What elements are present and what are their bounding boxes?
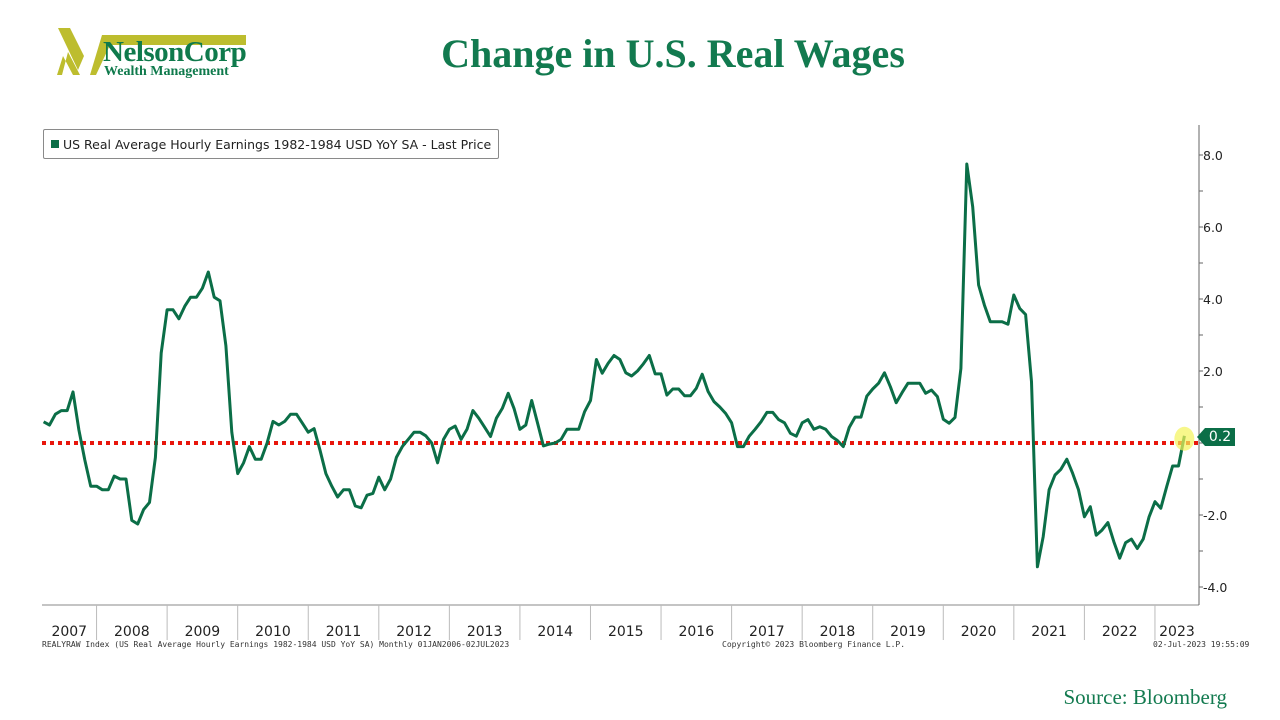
logo-subtitle: Wealth Management xyxy=(104,64,229,79)
footer-copyright: Copyright© 2023 Bloomberg Finance L.P. xyxy=(722,640,906,649)
y-tick-label: -4.0 xyxy=(1203,580,1227,595)
source-note: Source: Bloomberg xyxy=(1063,685,1227,709)
x-tick-label: 2020 xyxy=(961,624,997,640)
legend-swatch xyxy=(51,140,59,148)
x-tick-label: 2009 xyxy=(185,624,221,640)
x-tick-label: 2019 xyxy=(890,624,926,640)
series-line xyxy=(42,162,1186,569)
x-tick-label: 2021 xyxy=(1031,624,1067,640)
logo-n-diagonal xyxy=(58,28,84,70)
x-tick-label: 2013 xyxy=(467,624,503,640)
x-tick-label: 2014 xyxy=(537,624,573,640)
footer-timestamp: 02-Jul-2023 19:55:09 xyxy=(1153,640,1250,649)
x-tick-label: 2016 xyxy=(678,624,714,640)
x-tick-label: 2017 xyxy=(749,624,785,640)
nelsoncorp-logo-mark xyxy=(42,28,246,75)
y-tick-label: 6.0 xyxy=(1203,220,1223,235)
y-tick-label: 8.0 xyxy=(1203,148,1223,163)
logo-n-shape xyxy=(42,35,246,75)
logo-name: NelsonCorp xyxy=(103,36,247,68)
y-tick-label: 4.0 xyxy=(1203,292,1223,307)
y-tick-label: -2.0 xyxy=(1203,508,1227,523)
page-title: Change in U.S. Real Wages xyxy=(441,31,905,76)
last-value-label: 0.2 xyxy=(1197,428,1235,446)
x-tick-label: 2010 xyxy=(255,624,291,640)
footer-index-note: REALYRAW Index (US Real Average Hourly E… xyxy=(42,640,510,649)
x-tick-label: 2007 xyxy=(51,624,87,640)
x-tick-label: 2015 xyxy=(608,624,644,640)
x-tick-label: 2018 xyxy=(820,624,856,640)
x-tick-label: 2008 xyxy=(114,624,150,640)
x-tick-label: 2011 xyxy=(326,624,362,640)
chart-legend: US Real Average Hourly Earnings 1982-198… xyxy=(43,129,500,159)
last-value-highlight xyxy=(1174,426,1195,451)
x-tick-label: 2022 xyxy=(1102,624,1138,640)
x-tick-label: 2012 xyxy=(396,624,432,640)
legend-entry: US Real Average Hourly Earnings 1982-198… xyxy=(63,136,492,152)
y-tick-label: 2.0 xyxy=(1203,364,1223,379)
x-tick-label: 2023 xyxy=(1159,624,1195,640)
